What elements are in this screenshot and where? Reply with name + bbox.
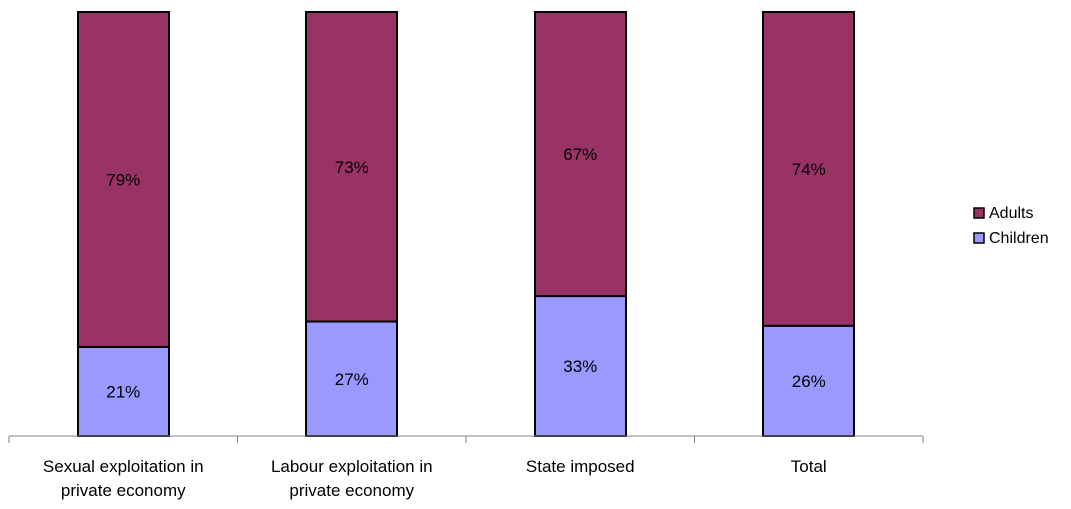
x-tick-label-2-line-1: Labour exploitation in [271, 457, 433, 476]
data-label-children-1: 21% [106, 382, 140, 401]
data-label-adults-1: 79% [106, 170, 140, 189]
data-label-adults-2: 73% [335, 158, 369, 177]
bar-adults-2 [305, 11, 398, 323]
legend-swatch-adults [973, 207, 985, 219]
data-label-children-2: 27% [335, 370, 369, 389]
legend-label-children: Children [989, 230, 1049, 247]
legend: Adults Children [973, 205, 1049, 247]
legend-label-adults: Adults [989, 205, 1033, 222]
bar-children-1 [77, 345, 170, 437]
bars-group: 21% 79% 27% 73% 33% 67% 26% 74% [77, 11, 855, 438]
x-tick-label-1-line-2: private economy [61, 481, 186, 500]
data-label-adults-3: 67% [563, 145, 597, 164]
data-label-children-3: 33% [563, 357, 597, 376]
bar-adults-4 [762, 11, 855, 327]
x-tick-labels: Sexual exploitation in private economy Lab… [43, 457, 827, 500]
x-tick-label-2-line-2: private economy [289, 481, 414, 500]
legend-swatch-children [973, 232, 985, 244]
x-tick-label-4-line-1: Total [791, 457, 827, 476]
x-axis [8, 435, 924, 443]
x-tick-label-1-line-1: Sexual exploitation in [43, 457, 204, 476]
data-label-adults-4: 74% [792, 160, 826, 179]
bar-adults-1 [77, 11, 170, 348]
data-label-children-4: 26% [792, 372, 826, 391]
bar-adults-3 [534, 11, 627, 298]
x-tick-label-3-line-1: State imposed [526, 457, 635, 476]
